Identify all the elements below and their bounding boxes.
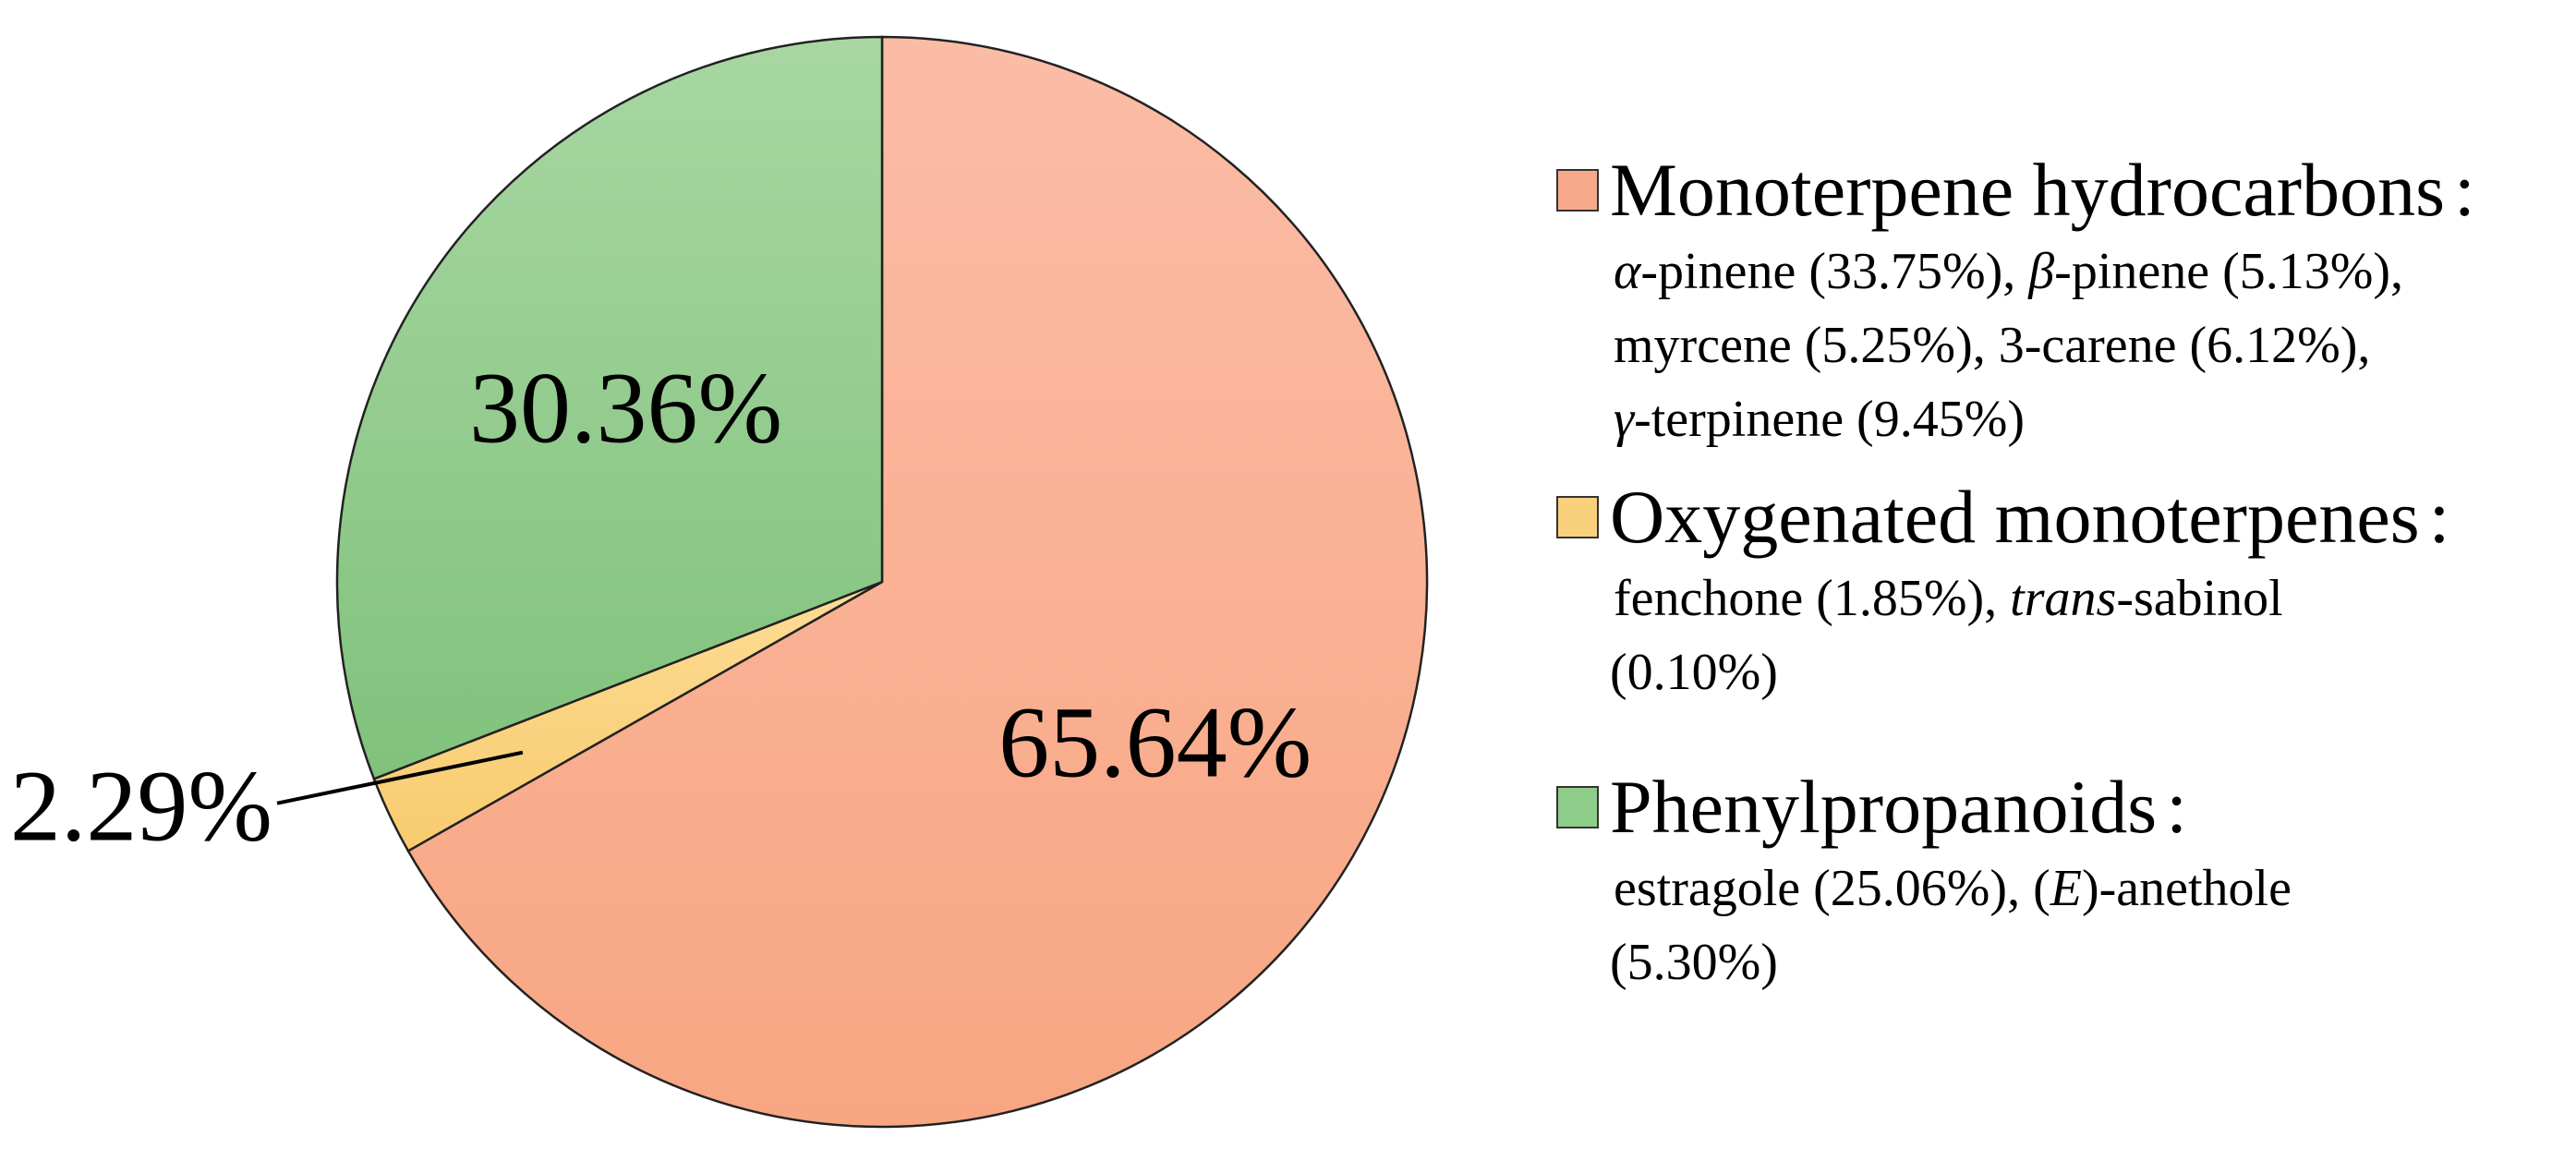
legend-detail-text: (5.30%) bbox=[1610, 934, 1778, 991]
legend-detail-text: -terpinene (9.45%) bbox=[1634, 391, 2026, 448]
leader-line bbox=[276, 750, 524, 805]
legend-detail-text: estragole (25.06%), ( bbox=[1614, 860, 2050, 917]
pie-data-labels: 65.64% 2.29% 30.36% bbox=[10, 351, 1312, 862]
legend-detail-text: myrcene (5.25%), 3-carene (6.12%), bbox=[1614, 317, 2371, 374]
legend-detail-line: (5.30%) bbox=[1610, 925, 2563, 999]
legend-swatch bbox=[1556, 786, 1599, 828]
legend-detail-text: (0.10%) bbox=[1610, 644, 1778, 701]
legend-detail-text: -pinene (5.13%), bbox=[2054, 243, 2404, 300]
legend-label: Monoterpene hydrocarbons bbox=[1610, 148, 2446, 232]
legend-detail-line: fenchone (1.85%), trans-sabinol bbox=[1614, 562, 2563, 635]
legend-label: Phenylpropanoids bbox=[1610, 765, 2158, 849]
legend-entry-oxygenated-monoterpenes: Oxygenated monoterpenes: fenchone (1.85%)… bbox=[1556, 473, 2563, 709]
legend-detail-text: )-anethole bbox=[2081, 860, 2292, 917]
legend-separator: : bbox=[2454, 148, 2475, 232]
legend-entry-monoterpene-hydrocarbons: Monoterpene hydrocarbons: α-pinene (33.75… bbox=[1556, 146, 2563, 456]
data-label-monoterpene-hydrocarbons: 65.64% bbox=[998, 686, 1312, 799]
legend-detail-text: trans bbox=[2010, 570, 2117, 627]
legend-detail-text: -sabinol bbox=[2116, 570, 2283, 627]
legend-heading: Oxygenated monoterpenes: bbox=[1556, 473, 2563, 562]
legend-detail-line: (0.10%) bbox=[1610, 635, 2563, 709]
legend-heading: Phenylpropanoids: bbox=[1556, 763, 2563, 852]
legend-detail-text: -pinene (33.75%), bbox=[1640, 243, 2029, 300]
data-label-phenylpropanoids: 30.36% bbox=[469, 351, 782, 464]
legend-detail-text: β bbox=[2028, 243, 2055, 300]
legend-detail-line: myrcene (5.25%), 3-carene (6.12%), bbox=[1614, 308, 2563, 382]
legend-detail-line: α-pinene (33.75%), β-pinene (5.13%), bbox=[1614, 235, 2563, 308]
legend-swatch bbox=[1556, 496, 1599, 538]
legend-detail-text: γ bbox=[1614, 391, 1635, 448]
legend-entry-phenylpropanoids: Phenylpropanoids: estragole (25.06%), (E)… bbox=[1556, 763, 2563, 999]
legend-swatch bbox=[1556, 169, 1599, 212]
pie-slice-monoterpene-hydrocarbons bbox=[406, 35, 1429, 1129]
legend-detail-text: E bbox=[2050, 860, 2082, 917]
pie-slice-phenylpropanoids bbox=[335, 35, 884, 780]
legend-separator: : bbox=[2428, 475, 2450, 559]
legend-detail-text: α bbox=[1614, 243, 1641, 300]
legend-detail-text: fenchone (1.85%), bbox=[1614, 570, 2011, 627]
legend: Monoterpene hydrocarbons: α-pinene (33.75… bbox=[1556, 118, 2563, 999]
legend-label: Oxygenated monoterpenes bbox=[1610, 475, 2420, 559]
legend-detail-line: estragole (25.06%), (E)-anethole bbox=[1614, 852, 2563, 925]
pie-slices bbox=[335, 35, 1429, 1129]
legend-detail-line: γ-terpinene (9.45%) bbox=[1614, 382, 2563, 456]
data-label-oxygenated-monoterpenes: 2.29% bbox=[10, 750, 272, 863]
legend-separator: : bbox=[2166, 765, 2187, 849]
legend-heading: Monoterpene hydrocarbons: bbox=[1556, 146, 2563, 235]
